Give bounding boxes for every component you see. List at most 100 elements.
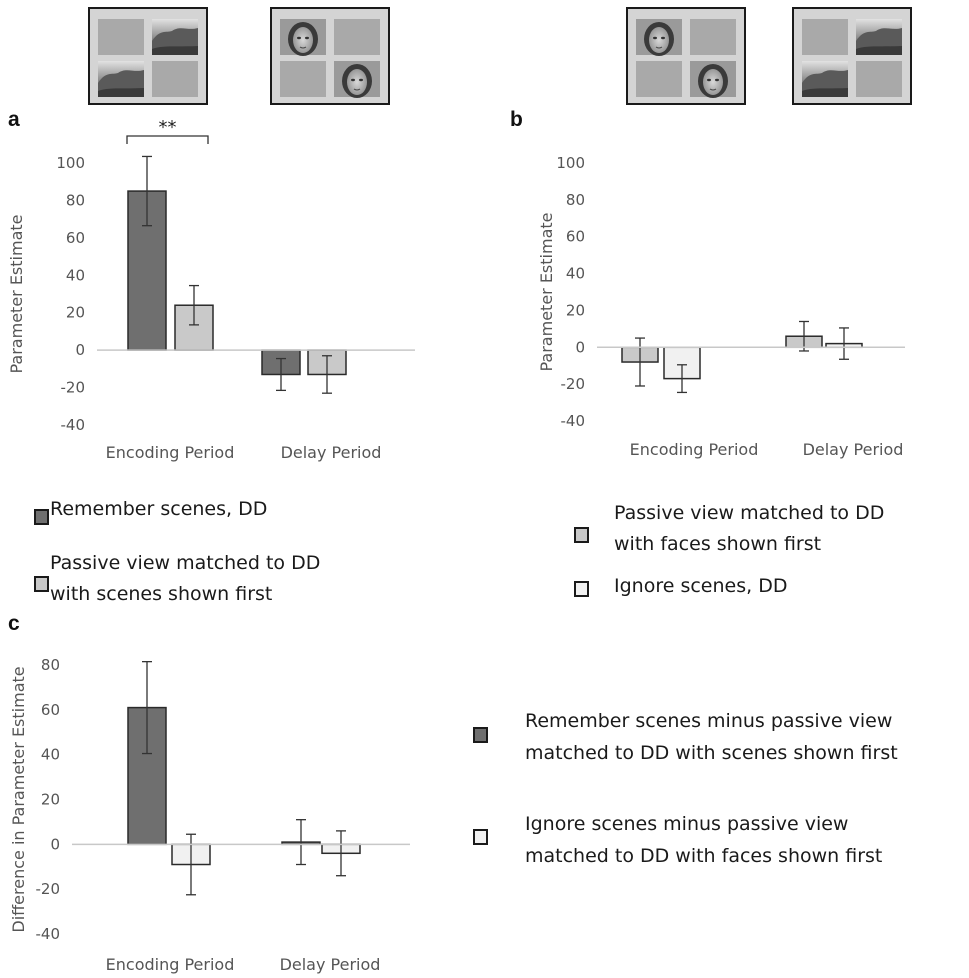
stimulus-a-right <box>270 7 390 105</box>
gray-square <box>334 19 380 55</box>
x-category-label: Encoding Period <box>630 440 759 459</box>
gray-square-fill <box>334 19 380 55</box>
face-skin <box>703 69 723 95</box>
gray-square <box>690 19 736 55</box>
y-tick-label: 20 <box>41 791 60 809</box>
face-eye <box>715 78 719 82</box>
stimulus-b-right <box>792 7 912 105</box>
y-axis-label: Difference in Parameter Estimate <box>9 666 28 932</box>
panel-letter-a: a <box>8 108 20 131</box>
face-mouth <box>353 88 361 91</box>
gray-square <box>98 19 144 55</box>
legend-label: matched to DD with scenes shown first <box>525 742 898 764</box>
y-tick-label: 20 <box>66 304 85 322</box>
legend-swatch <box>34 509 49 525</box>
legend-label: Passive view matched to DD <box>614 502 884 524</box>
x-category-label: Encoding Period <box>106 955 235 974</box>
face-eye <box>297 36 301 40</box>
stimulus-a-left <box>88 7 208 105</box>
scene-ground <box>98 88 144 97</box>
face-skin <box>649 27 669 53</box>
gray-square <box>280 61 326 97</box>
legend-swatch <box>574 581 589 597</box>
y-tick-label: 80 <box>566 191 585 209</box>
legend-swatch <box>473 829 488 845</box>
panel-a-chart: 100 80 60 40 20 0 -20 -40 Parameter Estimate Enco… <box>7 117 415 605</box>
face-mouth <box>655 46 663 49</box>
gray-square <box>152 61 198 97</box>
face-eye <box>653 36 657 40</box>
legend-label: Ignore scenes minus passive view <box>525 813 848 835</box>
x-category-label: Encoding Period <box>106 443 235 462</box>
y-tick-label: -20 <box>36 880 61 898</box>
panel-c-chart: 80 60 40 20 0 -20 -40 Difference in Parameter E… <box>9 656 898 974</box>
y-tick-label: 60 <box>41 701 60 719</box>
panel-letter-c: c <box>8 612 20 635</box>
y-tick-label: 0 <box>575 338 585 356</box>
scene-ground <box>152 46 198 55</box>
x-category-label: Delay Period <box>281 443 382 462</box>
face-eye <box>661 36 665 40</box>
face-mouth <box>299 46 307 49</box>
gray-square-fill <box>152 61 198 97</box>
y-tick-label: 80 <box>66 191 85 209</box>
y-tick-label: 60 <box>566 228 585 246</box>
y-tick-label: 60 <box>66 229 85 247</box>
y-tick-label: -20 <box>61 379 86 397</box>
y-tick-label: 100 <box>56 154 85 172</box>
gray-square <box>636 61 682 97</box>
gray-square-fill <box>98 19 144 55</box>
legend-label: Remember scenes, DD <box>50 498 267 520</box>
face-eye <box>351 78 355 82</box>
scene-ground <box>856 46 902 55</box>
y-tick-label: 40 <box>566 265 585 283</box>
face-eye <box>359 78 363 82</box>
y-tick-label: 40 <box>66 266 85 284</box>
x-category-label: Delay Period <box>803 440 904 459</box>
y-axis-label: Parameter Estimate <box>7 215 26 374</box>
y-tick-label: 100 <box>556 154 585 172</box>
legend-label: matched to DD with faces shown first <box>525 845 882 867</box>
stimulus-b-left <box>626 7 746 105</box>
gray-square <box>856 61 902 97</box>
face-image <box>334 61 380 98</box>
scene-image <box>856 19 902 55</box>
panel-letter-b: b <box>510 108 523 131</box>
face-image <box>690 61 736 98</box>
y-tick-label: 0 <box>50 835 60 853</box>
scene-image <box>98 61 144 97</box>
face-skin <box>293 27 313 53</box>
scene-ground <box>802 88 848 97</box>
gray-square-fill <box>636 61 682 97</box>
y-tick-label: 0 <box>75 341 85 359</box>
legend-label: with scenes shown first <box>50 583 272 605</box>
legend-label: Passive view matched to DD <box>50 552 320 574</box>
y-axis-label: Parameter Estimate <box>537 213 556 372</box>
legend-label: Ignore scenes, DD <box>614 575 787 597</box>
face-eye <box>305 36 309 40</box>
y-tick-label: -40 <box>561 412 586 430</box>
face-image <box>636 19 682 56</box>
legend-label: with faces shown first <box>614 533 821 555</box>
panel-b-chart: 100 80 60 40 20 0 -20 -40 Parameter Estimate Enco… <box>537 154 905 597</box>
y-tick-label: 80 <box>41 656 60 674</box>
legend-label: Remember scenes minus passive view <box>525 710 892 732</box>
gray-square-fill <box>690 19 736 55</box>
y-tick-label: -40 <box>61 416 86 434</box>
face-mouth <box>709 88 717 91</box>
gray-square-fill <box>856 61 902 97</box>
x-category-label: Delay Period <box>280 955 381 974</box>
legend-swatch <box>574 527 589 543</box>
significance-label: ** <box>159 117 177 138</box>
face-eye <box>707 78 711 82</box>
gray-square-fill <box>280 61 326 97</box>
y-tick-label: 40 <box>41 746 60 764</box>
y-tick-label: -40 <box>36 925 61 943</box>
significance-bracket <box>126 135 209 144</box>
gray-square <box>802 19 848 55</box>
y-tick-label: -20 <box>561 375 586 393</box>
gray-square-fill <box>802 19 848 55</box>
legend-swatch <box>34 576 49 592</box>
legend-swatch <box>473 727 488 743</box>
